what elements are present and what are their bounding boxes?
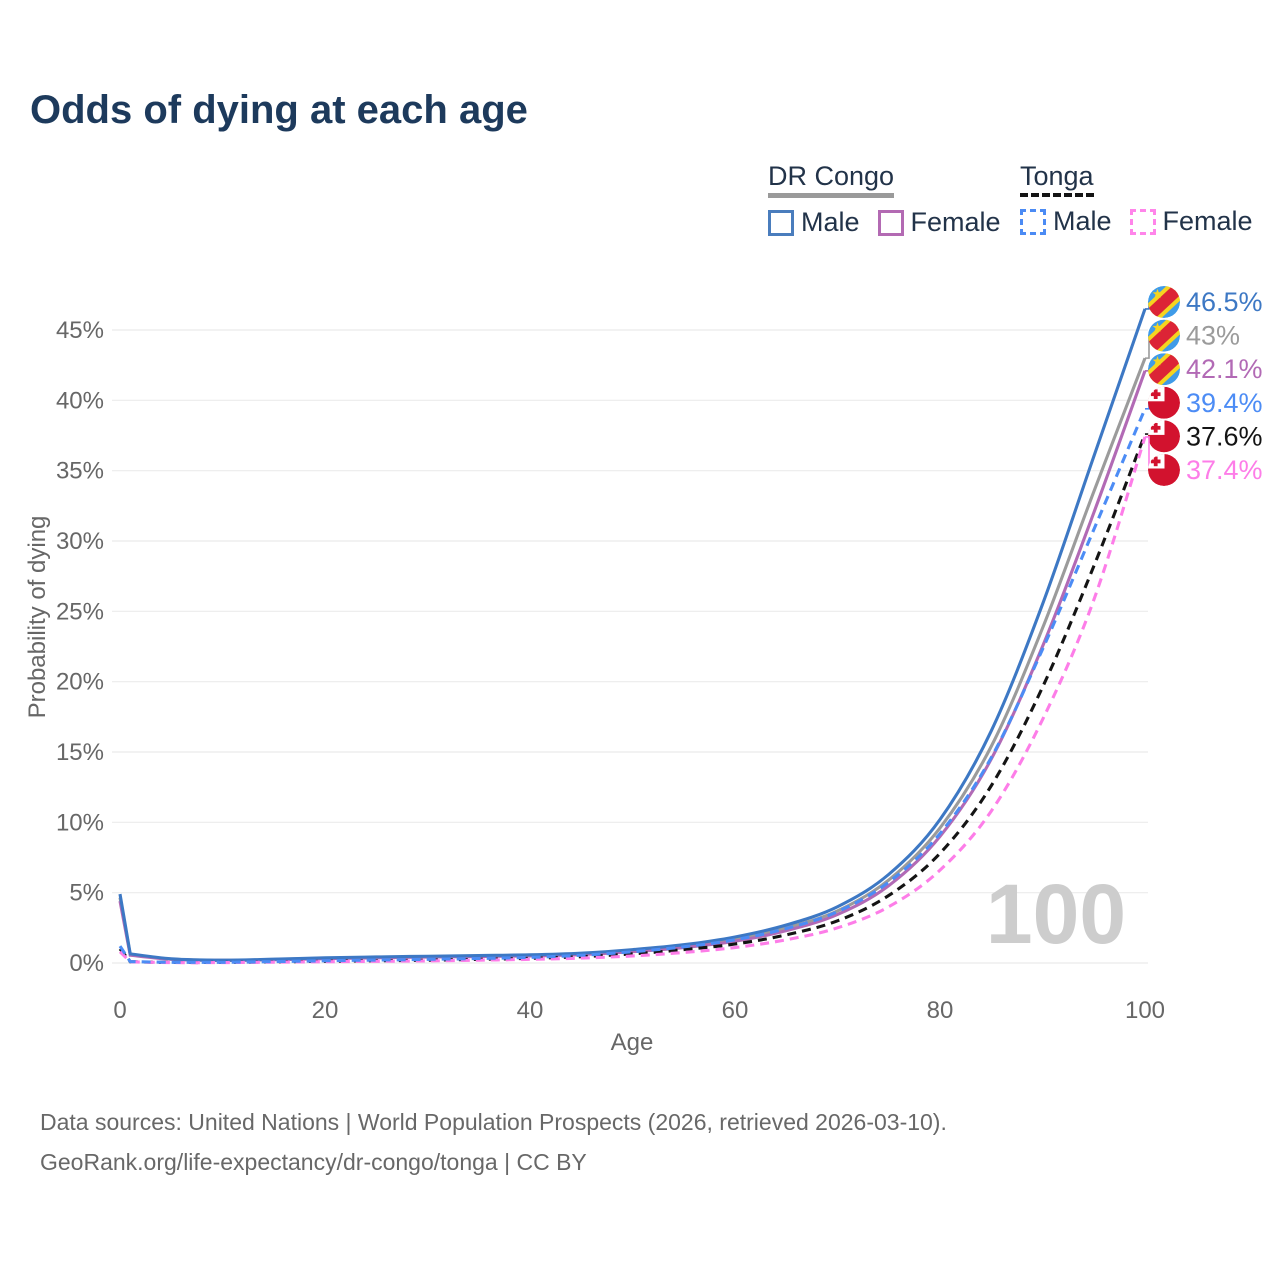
- legend-swatch-drc-male[interactable]: [768, 209, 794, 236]
- y-tick-label: 20%: [56, 669, 104, 696]
- end-value-label-dr-congo-male: 46.5%: [1186, 287, 1263, 317]
- legend-row: Male Female: [1020, 206, 1271, 237]
- line-chart: 0% 5% 10% 15% 20% 25% 30% 35% 40% 45% 100 0 20 40 60 80…: [24, 286, 1263, 1056]
- end-value-label-tonga-female: 37.4%: [1186, 455, 1263, 485]
- legend-header-tonga[interactable]: Tonga: [1020, 162, 1094, 198]
- y-axis-title: Probability of dying: [24, 516, 51, 719]
- dr-congo-flag-icon: [1148, 286, 1180, 318]
- legend-group-tonga: Tonga Male Female: [1020, 162, 1271, 237]
- x-tick-label: 20: [312, 997, 339, 1024]
- legend-swatch-tonga-male[interactable]: [1020, 208, 1046, 235]
- end-value-label-dr-congo-both-sexes: 43%: [1186, 321, 1240, 351]
- series-line-tonga-male[interactable]: [118, 408, 1147, 964]
- tonga-flag-icon: [1148, 420, 1180, 453]
- legend: DR Congo Male Female Tonga Male Female: [0, 162, 1280, 242]
- y-tick-label: 15%: [56, 739, 104, 766]
- data-source-line: Data sources: United Nations | World Pop…: [40, 1109, 947, 1135]
- y-tick-label: 40%: [56, 387, 104, 414]
- end-value-label-dr-congo-female: 42.1%: [1186, 354, 1263, 384]
- x-axis-title: Age: [611, 1029, 654, 1056]
- legend-label-tonga-male[interactable]: Male: [1053, 206, 1112, 237]
- legend-row: Male Female: [768, 207, 1019, 238]
- legend-label-drc-male[interactable]: Male: [801, 207, 860, 238]
- x-tick-label: 80: [927, 997, 954, 1024]
- tonga-flag-icon: [1148, 454, 1180, 486]
- y-tick-label: 45%: [56, 317, 104, 344]
- y-tick-label: 30%: [56, 528, 104, 555]
- x-tick-label: 40: [517, 997, 544, 1024]
- end-value-label-tonga-male: 39.4%: [1186, 388, 1263, 418]
- page-title: Odds of dying at each age: [30, 88, 528, 132]
- x-tick-label: 100: [1125, 997, 1165, 1024]
- y-tick-label: 35%: [56, 458, 104, 485]
- x-tick-label: 0: [113, 997, 126, 1024]
- y-tick-label: 25%: [56, 598, 104, 625]
- tonga-flag-icon: [1148, 386, 1180, 419]
- legend-swatch-tonga-female[interactable]: [1129, 208, 1156, 235]
- legend-label-tonga-female[interactable]: Female: [1162, 206, 1253, 237]
- age-watermark: 100: [986, 867, 1126, 961]
- legend-group-dr-congo: DR Congo Male Female: [768, 162, 1019, 238]
- source-attribution: Data sources: United Nations | World Pop…: [40, 1102, 947, 1182]
- y-tick-label: 5%: [69, 880, 104, 907]
- end-value-label-tonga-both-sexes: 37.6%: [1186, 421, 1263, 451]
- series-line-dr-congo-male[interactable]: [118, 308, 1147, 962]
- legend-label-drc-female[interactable]: Female: [910, 207, 1001, 238]
- y-tick-label: 10%: [56, 809, 104, 836]
- y-tick-label: 0%: [69, 950, 104, 977]
- dr-congo-flag-icon: [1148, 353, 1180, 386]
- legend-header-dr-congo[interactable]: DR Congo: [768, 162, 895, 199]
- dr-congo-flag-icon: [1148, 319, 1180, 352]
- legend-swatch-drc-female[interactable]: [877, 209, 904, 236]
- x-tick-label: 60: [722, 997, 749, 1024]
- license-line: GeoRank.org/life-expectancy/dr-congo/ton…: [40, 1149, 587, 1175]
